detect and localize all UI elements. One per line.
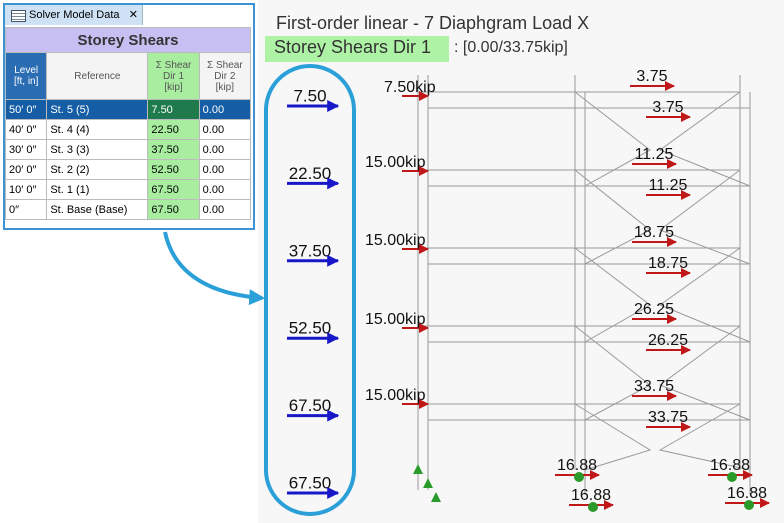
- table-cell: 22.50: [147, 119, 200, 140]
- table-row[interactable]: 20′ 0″ St. 2 (2) 52.50 0.00: [4, 159, 252, 180]
- table-cell: 50′ 0″: [4, 99, 48, 120]
- tab-icon: [11, 10, 26, 22]
- supports: [413, 464, 441, 502]
- storey-total: 67.50: [289, 396, 332, 415]
- member-label: 11.25: [649, 177, 688, 194]
- applied-load: 15.00kip: [365, 154, 426, 171]
- table-cell: 0.00: [198, 199, 252, 220]
- table-cell: 0″: [4, 199, 48, 220]
- table-cell: 0.00: [198, 179, 252, 200]
- applied-load: 15.00kip: [365, 311, 426, 328]
- column-header: Σ Shear Dir 2 [kip]: [198, 52, 252, 100]
- member-label: 18.75: [648, 255, 688, 272]
- table-row[interactable]: 30′ 0″ St. 3 (3) 37.50 0.00: [4, 139, 252, 160]
- support-node: [744, 500, 754, 510]
- solver-panel: Solver Model Data ✕ Storey Shears Level [f…: [3, 3, 255, 230]
- table-cell: 0.00: [198, 99, 252, 120]
- storey-total: 22.50: [289, 164, 332, 183]
- table-title: Storey Shears: [5, 27, 251, 53]
- highlight-oval: [264, 64, 356, 516]
- table-cell: 67.50: [147, 199, 200, 220]
- table-cell: 7.50: [147, 99, 200, 120]
- tab-label: Solver Model Data: [29, 9, 120, 21]
- member-label: 26.25: [634, 301, 674, 318]
- callout-arrow: [163, 231, 266, 306]
- support-node: [574, 472, 584, 482]
- storey-total: 67.50: [289, 473, 332, 492]
- member-label: 33.75: [648, 409, 688, 426]
- member-label: 16.88: [710, 457, 750, 474]
- table-cell: 0.00: [198, 139, 252, 160]
- support-node: [727, 472, 737, 482]
- viewport-title: First-order linear - 7 Diaphgram Load X: [276, 13, 589, 33]
- member-label: 18.75: [634, 224, 674, 241]
- table-cell: St. 3 (3): [46, 139, 149, 160]
- result-label: Storey Shears Dir 1: [274, 37, 431, 57]
- table-row[interactable]: 50′ 0″ St. 5 (5) 7.50 0.00: [4, 99, 252, 120]
- table-cell: 30′ 0″: [4, 139, 48, 160]
- applied-load: 7.50kip: [384, 79, 436, 96]
- applied-load: 15.00kip: [365, 387, 426, 404]
- highlight: [265, 36, 449, 62]
- table-cell: St. Base (Base): [46, 199, 149, 220]
- member-label: 16.88: [571, 487, 611, 504]
- column-header: Level [ft, in]: [4, 52, 48, 100]
- column-header: Reference: [46, 52, 149, 100]
- column-header: Σ Shear Dir 1 [kip]: [147, 52, 200, 100]
- shear-table: Storey Shears Level [ft, in] Reference Σ Sh…: [4, 27, 252, 220]
- support-node: [588, 502, 598, 512]
- storey-total: 37.50: [289, 241, 332, 260]
- storey-total: 7.50: [293, 86, 326, 105]
- member-label: 11.25: [635, 146, 674, 163]
- table-cell: 52.50: [147, 159, 200, 180]
- storey-total: 52.50: [289, 319, 332, 338]
- member-label: 26.25: [648, 332, 688, 349]
- member-label: 33.75: [634, 378, 674, 395]
- table-cell: 40′ 0″: [4, 119, 48, 140]
- tab[interactable]: Solver Model Data ✕: [5, 5, 143, 25]
- table-cell: 10′ 0″: [4, 179, 48, 200]
- table-cell: St. 4 (4): [46, 119, 149, 140]
- tab-close[interactable]: ✕: [128, 9, 138, 21]
- member-label: 3.75: [636, 68, 667, 85]
- table-row[interactable]: 0″ St. Base (Base) 67.50 0.00: [4, 199, 252, 220]
- member-label: 3.75: [652, 99, 683, 116]
- frame: [417, 75, 751, 495]
- table-row[interactable]: 10′ 0″ St. 1 (1) 67.50 0.00: [4, 179, 252, 200]
- member-label: 16.88: [727, 485, 767, 502]
- table-row[interactable]: 40′ 0″ St. 4 (4) 22.50 0.00: [4, 119, 252, 140]
- result-range: : [0.00/33.75kip]: [454, 39, 568, 56]
- member-label: 16.88: [557, 457, 597, 474]
- applied-load: 15.00kip: [365, 232, 426, 249]
